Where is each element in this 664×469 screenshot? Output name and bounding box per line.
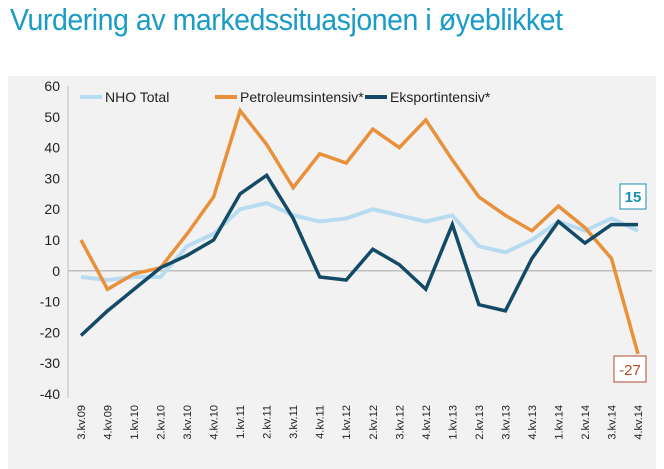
x-tick-label: 4.kv.11: [315, 405, 327, 439]
x-tick-label: 2.kv.11: [262, 405, 274, 439]
x-tick-label: 3.kv.10: [182, 405, 194, 440]
x-tick-label: 2.kv.10: [156, 405, 168, 440]
legend-label: Petroleumsintensiv*: [240, 89, 364, 105]
x-tick-label: 3.kv.14: [606, 405, 618, 440]
legend-label: Eksportintensiv*: [390, 89, 491, 105]
x-tick-label: 2.kv.14: [580, 405, 592, 440]
x-tick-label: 4.kv.12: [421, 405, 433, 440]
series-line-petroleumsintensiv-: [79, 106, 640, 355]
y-tick-label: -10: [40, 294, 60, 310]
x-tick-label: 4.kv.09: [103, 405, 115, 440]
x-tick-label: 4.kv.10: [209, 405, 221, 440]
x-tick-label: 1.kv.11: [235, 405, 247, 439]
x-tick-label: 1.kv.13: [447, 405, 459, 440]
x-tick-label: 1.kv.14: [553, 405, 565, 440]
annotation-label: 15: [625, 189, 642, 206]
y-tick-label: 0: [52, 263, 60, 279]
series-line-nho-total: [80, 200, 639, 283]
y-tick-label: -30: [40, 355, 60, 371]
chart-title: Vurdering av markedssituasjonen i øyebli…: [10, 2, 563, 37]
y-tick-label: 60: [44, 78, 60, 94]
chart-panel: [8, 76, 656, 469]
x-tick-label: 3.kv.09: [76, 405, 88, 440]
series-line-eksportintensiv-: [79, 172, 638, 337]
y-tick-label: 10: [44, 232, 60, 248]
y-tick-label: -40: [40, 386, 60, 402]
x-tick-label: 1.kv.10: [129, 405, 141, 440]
x-tick-label: 1.kv.12: [341, 405, 353, 440]
x-tick-label: 2.kv.12: [368, 405, 380, 440]
y-tick-label: 50: [44, 109, 60, 125]
annotation-label: -27: [619, 362, 641, 379]
y-tick-label: 30: [44, 170, 60, 186]
y-tick-label: 40: [44, 140, 60, 156]
annotation-box: [619, 183, 647, 210]
x-tick-label: 3.kv.11: [288, 405, 300, 439]
legend-label: NHO Total: [105, 89, 169, 105]
x-tick-label: 4.kv.13: [527, 405, 539, 440]
x-tick-label: 3.kv.12: [394, 405, 406, 440]
annotation-box: [613, 355, 647, 383]
y-tick-label: -20: [40, 324, 60, 340]
x-tick-label: 2.kv.13: [474, 405, 486, 440]
x-tick-label: 4.kv.14: [633, 405, 645, 440]
y-tick-label: 20: [44, 201, 60, 217]
x-tick-label: 3.kv.13: [500, 405, 512, 440]
